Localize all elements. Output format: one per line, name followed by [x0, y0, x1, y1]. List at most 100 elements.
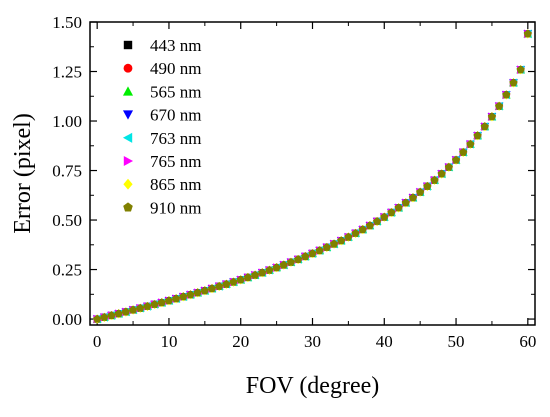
data-point [215, 282, 224, 290]
data-point [401, 198, 410, 207]
legend-label: 670 nm [150, 106, 201, 125]
data-point [423, 182, 432, 190]
data-point [243, 273, 253, 281]
data-point [308, 249, 317, 258]
legend-label: 763 nm [150, 129, 201, 148]
data-point [93, 314, 102, 323]
data-point [250, 270, 260, 279]
y-tick-label: 1.00 [52, 112, 82, 131]
x-axis-title: FOV (degree) [246, 373, 380, 399]
legend-marker [123, 40, 133, 50]
data-point [487, 112, 497, 121]
data-point [222, 279, 231, 288]
data-point [186, 290, 195, 299]
data-point [408, 193, 418, 202]
data-point [322, 243, 331, 251]
legend-label: 865 nm [150, 175, 201, 194]
legend-item: 910 nm [123, 198, 201, 217]
y-tick-label: 1.50 [52, 13, 82, 32]
data-point [107, 311, 116, 319]
legend-marker [122, 132, 133, 143]
data-point [459, 147, 468, 156]
legend-marker [123, 178, 133, 190]
data-point [365, 221, 375, 230]
data-point [150, 300, 159, 308]
x-axis-ticks: 0 10 20 30 40 50 60 [93, 22, 536, 351]
series-910-nm [93, 29, 532, 323]
legend-item: 670 nm [122, 106, 201, 125]
data-point [372, 217, 382, 225]
data-point [143, 302, 152, 310]
data-point [229, 277, 238, 286]
y-tick-label: 1.25 [52, 63, 82, 82]
legend-label: 443 nm [150, 36, 201, 55]
data-point [301, 252, 310, 260]
data-point [121, 307, 130, 316]
data-point [394, 203, 403, 212]
data-point [329, 239, 339, 248]
legend-item: 443 nm [123, 36, 201, 55]
data-point [495, 101, 504, 110]
y-axis-title: Error (pixel) [10, 113, 36, 234]
data-point [315, 246, 324, 255]
data-point [258, 268, 267, 277]
legend-item: 763 nm [122, 129, 201, 148]
y-axis-ticks: 0.00 0.25 0.50 0.75 1.00 1.25 1.50 [52, 13, 535, 329]
legend-marker [123, 202, 133, 212]
legend-marker [122, 86, 134, 96]
legend-label: 490 nm [150, 59, 201, 78]
data-point [430, 175, 439, 184]
data-point [279, 260, 288, 269]
y-tick-label: 0.50 [52, 211, 82, 230]
data-point [416, 187, 425, 196]
data-point [136, 303, 145, 312]
data-point [516, 65, 525, 74]
legend-label: 910 nm [150, 198, 201, 217]
data-points-layer [92, 29, 533, 324]
legend-item: 865 nm [123, 175, 201, 194]
y-tick-label: 0.00 [52, 310, 82, 329]
y-tick-label: 0.25 [52, 261, 82, 280]
legend-marker [123, 155, 134, 167]
legend-item: 490 nm [123, 59, 201, 78]
data-point [236, 275, 245, 284]
y-tick-label: 0.75 [52, 162, 82, 181]
data-point [380, 212, 389, 221]
legend-label: 565 nm [150, 82, 201, 101]
data-point [387, 208, 396, 217]
legend-marker [122, 110, 134, 120]
legend-item: 565 nm [122, 82, 201, 101]
x-tick-label: 60 [519, 332, 536, 351]
data-point [502, 90, 511, 99]
data-point [523, 29, 532, 38]
x-tick-label: 50 [448, 332, 465, 351]
data-point [164, 296, 174, 305]
data-point [358, 225, 367, 234]
x-tick-label: 10 [160, 332, 177, 351]
x-tick-label: 20 [232, 332, 249, 351]
data-point [351, 228, 360, 237]
data-point [114, 309, 123, 318]
data-point [466, 139, 475, 148]
data-point [437, 169, 446, 178]
data-point [207, 284, 217, 293]
data-point [294, 255, 303, 263]
data-point [473, 131, 482, 140]
x-tick-label: 30 [304, 332, 321, 351]
x-tick-label: 0 [93, 332, 102, 351]
data-point [337, 236, 346, 245]
data-point [272, 263, 281, 272]
data-point [480, 122, 489, 131]
data-point [157, 298, 166, 307]
data-point [451, 155, 461, 164]
data-point [444, 162, 453, 171]
data-point [200, 286, 209, 295]
data-point [286, 257, 296, 266]
legend-marker [123, 63, 133, 73]
data-point [193, 288, 202, 297]
data-point [100, 312, 109, 321]
data-point [179, 292, 188, 301]
data-point [509, 78, 518, 87]
